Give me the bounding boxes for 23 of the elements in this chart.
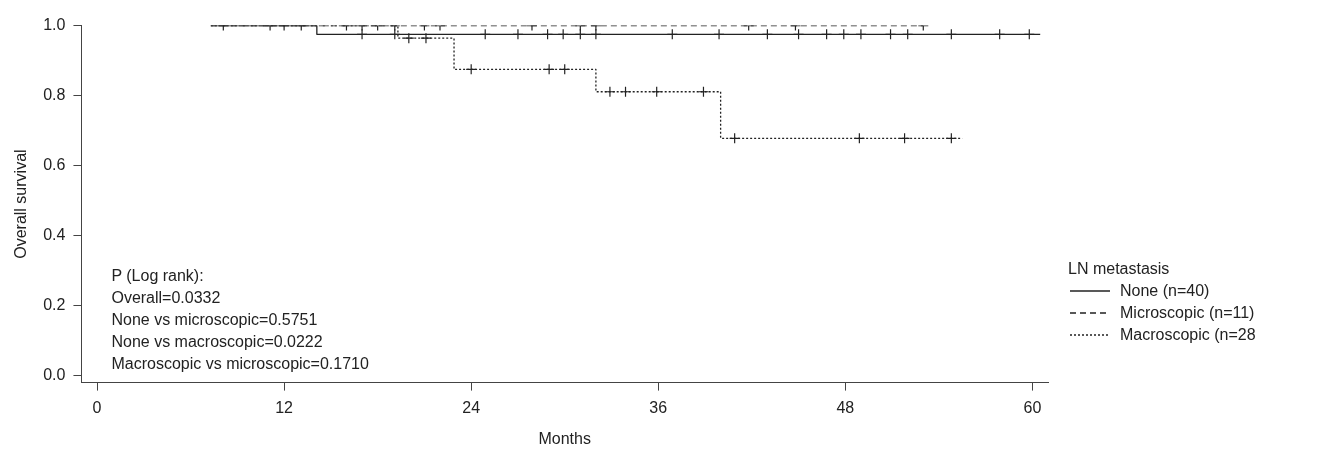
x-tick-label: 24 [462,398,481,416]
x-axis-title: Months [538,429,591,447]
y-tick-label: 1.0 [43,16,66,34]
y-tick-label: 0.6 [43,156,66,174]
annotation: None vs microscopic=0.5751 [111,310,318,328]
x-tick-label: 36 [649,398,668,416]
y-tick-label: 0.8 [43,86,66,104]
annotation: None vs macroscopic=0.0222 [111,332,323,350]
x-tick-label: 12 [275,398,294,416]
legend-label: None (n=40) [1120,281,1210,301]
x-tick-label: 48 [836,398,855,416]
x-tick-label: 0 [92,398,102,416]
x-tick-label: 60 [1023,398,1042,416]
annotation: Overall=0.0332 [111,288,221,306]
annotation: P (Log rank): [111,266,204,284]
y-tick-label: 0.2 [43,296,66,314]
legend-label: Microscopic (n=11) [1120,303,1255,323]
y-axis-title: Overall survival [12,149,30,259]
y-tick-label: 0.4 [43,226,66,244]
y-tick-label: 0.0 [43,366,66,384]
legend-title: LN metastasis [1068,259,1171,279]
legend-label: Macroscopic (n=28 [1120,325,1256,345]
annotation: Macroscopic vs microscopic=0.1710 [111,354,369,372]
